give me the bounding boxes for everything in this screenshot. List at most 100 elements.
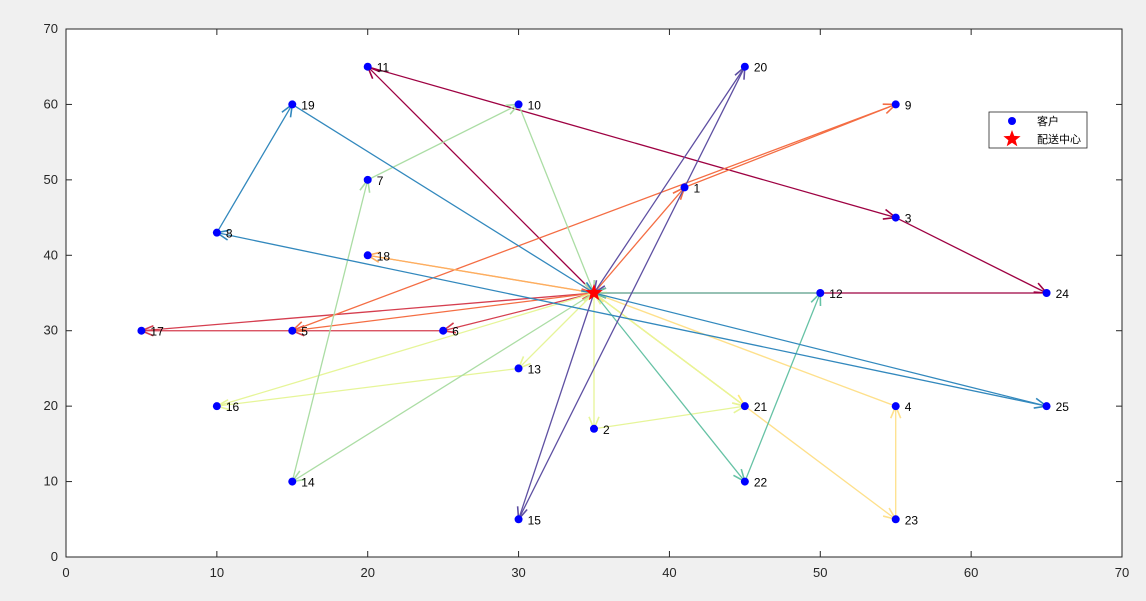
customer-point: [363, 251, 372, 260]
route-segment: [593, 292, 746, 407]
route-segment: [291, 179, 369, 482]
customer-label: 25: [1056, 400, 1070, 414]
customer-point: [212, 402, 221, 411]
route-segment: [291, 292, 595, 483]
customer-label: 21: [754, 400, 768, 414]
x-tick-label: 50: [813, 565, 827, 580]
customer-label: 13: [528, 362, 542, 376]
customer-label: 20: [754, 61, 768, 75]
legend-depot-marker: [1003, 130, 1021, 147]
customer-label: 5: [301, 325, 308, 339]
route-segment: [442, 292, 595, 332]
customer-label: 15: [528, 513, 542, 527]
route-segment: [593, 186, 686, 294]
route-segment: [517, 104, 595, 294]
route-segment: [141, 292, 595, 332]
route-segment: [367, 66, 896, 219]
customer-label: 3: [905, 212, 912, 226]
customer-point: [891, 100, 900, 109]
y-tick-label: 70: [44, 21, 58, 36]
y-tick-label: 40: [44, 247, 58, 262]
customer-label: 6: [452, 325, 459, 339]
route-segment: [593, 292, 1047, 407]
y-tick-label: 10: [44, 474, 58, 489]
y-tick-label: 50: [44, 172, 58, 187]
axes: 0 10 20 30 40 50 60 70 0 10 20 30 40 50 60 70: [44, 21, 1130, 580]
customer-point: [288, 326, 297, 335]
customer-point: [740, 402, 749, 411]
route-segment: [517, 66, 746, 520]
route-segment: [292, 103, 896, 332]
legend-box: [988, 111, 1088, 149]
y-tick-label: 60: [44, 96, 58, 111]
route-segment: [593, 66, 746, 294]
customer-label: 24: [1056, 287, 1070, 301]
customer-label: 18: [377, 249, 391, 263]
route-segment: [216, 232, 1047, 407]
route-segment: [292, 292, 595, 332]
x-tick-label: 70: [1115, 565, 1129, 580]
customer-point: [891, 213, 900, 222]
customer-label: 10: [528, 98, 542, 112]
customer-label: 19: [301, 98, 315, 112]
route-segment: [593, 292, 746, 482]
customer-label: 8: [226, 227, 233, 241]
route-segment: [216, 104, 293, 233]
customer-point: [514, 515, 523, 524]
y-tick-label: 20: [44, 398, 58, 413]
customer-label: 22: [754, 476, 768, 490]
customer-point: [816, 289, 825, 297]
x-tick-label: 10: [210, 565, 224, 580]
route-segment: [895, 216, 1047, 294]
customer-label: 1: [694, 181, 701, 195]
y-tick-label: 0: [51, 549, 58, 564]
route-segment: [216, 367, 519, 407]
customer-point: [891, 515, 900, 524]
x-tick-label: 60: [964, 565, 978, 580]
depot-marker: [585, 284, 603, 301]
customer-label: 11: [377, 61, 390, 75]
legend-depot-label: 配送中心: [1037, 132, 1081, 146]
customer-label: 14: [301, 476, 315, 490]
customer-point: [288, 100, 297, 109]
depot: [585, 284, 603, 301]
route-segment: [518, 292, 595, 369]
legend: 客户 配送中心: [988, 111, 1088, 149]
customer-point: [363, 62, 372, 71]
customer-label: 9: [905, 98, 912, 112]
legend-customer-label: 客户: [1037, 114, 1059, 128]
x-tick-label: 40: [662, 565, 676, 580]
customer-point: [1042, 289, 1051, 297]
customer-label: 23: [905, 513, 919, 527]
x-tick-label: 30: [511, 565, 525, 580]
customer-point: [137, 326, 146, 335]
customer-label: 17: [150, 325, 164, 339]
legend-customer-marker: [1008, 117, 1016, 125]
customer-label: 2: [603, 423, 610, 437]
route-segment: [216, 292, 595, 407]
route-segment: [593, 405, 745, 430]
route-segment: [593, 292, 896, 407]
customer-label: 4: [905, 400, 912, 414]
customer-label: 7: [377, 174, 384, 188]
customer-point: [363, 175, 372, 184]
customer-point: [740, 62, 749, 71]
x-tick-label: 20: [360, 565, 374, 580]
customer-point: [514, 364, 523, 373]
customer-point: [590, 424, 598, 433]
customer-point: [212, 228, 221, 237]
route-segment: [744, 292, 821, 482]
customer-label: 12: [829, 287, 843, 301]
route-segment: [367, 66, 595, 294]
customer-label: 16: [226, 400, 240, 414]
customer-point: [288, 477, 297, 486]
route-segment: [517, 292, 595, 520]
customer-points: [137, 62, 1051, 524]
y-tick-label: 30: [44, 323, 58, 338]
customer-point: [740, 477, 749, 486]
x-tick-label: 0: [62, 565, 69, 580]
customer-point: [1042, 402, 1051, 411]
route-segment: [291, 103, 595, 294]
